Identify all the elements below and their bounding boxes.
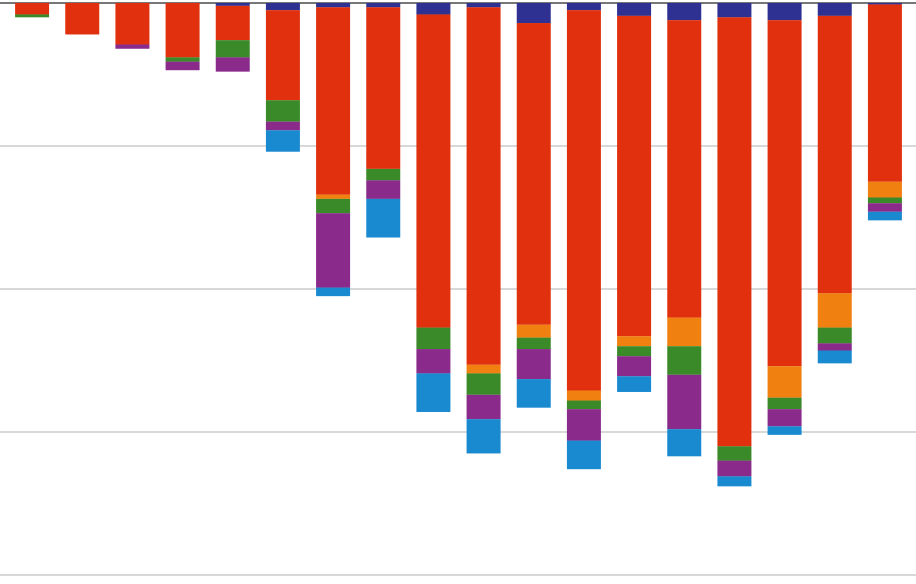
bar-segment: [566, 409, 601, 441]
bar-segment: [767, 397, 802, 410]
bar-segment: [115, 3, 150, 45]
bar-segment: [265, 10, 300, 101]
bar-segment: [366, 7, 401, 169]
bar-segment: [717, 446, 752, 461]
bar-segment: [466, 419, 501, 454]
bar-segment: [416, 349, 451, 374]
bar-segment: [767, 3, 802, 21]
bar-segment: [466, 3, 501, 8]
bar-segment: [466, 373, 501, 395]
bar-segment: [265, 121, 300, 131]
bar-segment: [416, 327, 451, 350]
bar-segment: [466, 364, 501, 374]
bar-segment: [416, 3, 451, 15]
bar-segment: [767, 20, 802, 367]
bar-segment: [215, 5, 250, 41]
bar-segment: [667, 346, 702, 375]
bar-segment: [566, 390, 601, 401]
bar-segment: [366, 168, 401, 181]
bar-segment: [667, 429, 702, 457]
bar-segment: [215, 40, 250, 58]
bar-segment: [767, 426, 802, 435]
bar-segment: [416, 14, 451, 328]
bar-segment: [867, 197, 902, 204]
bar-segment: [617, 376, 652, 392]
bar-segment: [817, 350, 852, 364]
bar-segment: [817, 15, 852, 294]
bar-segment: [265, 130, 300, 152]
bar-segment: [215, 57, 250, 72]
bar-segment: [667, 374, 702, 430]
bar-segment: [516, 324, 551, 338]
bar-segment: [516, 3, 551, 24]
bar-segment: [817, 327, 852, 344]
bar-segment: [767, 366, 802, 398]
bar-segment: [867, 211, 902, 221]
bar-segment: [15, 3, 50, 15]
bar-segment: [165, 61, 200, 71]
bar-segment: [516, 349, 551, 380]
bar-segment: [717, 460, 752, 477]
bar-segment: [416, 373, 451, 412]
bar-segment: [466, 7, 501, 365]
bar-segment: [366, 180, 401, 199]
bar-segment: [867, 3, 902, 5]
bar-segment: [115, 44, 150, 49]
bar-segment: [617, 3, 652, 16]
bar-segment: [316, 213, 351, 288]
bar-segment: [566, 3, 601, 11]
bar-segment: [316, 287, 351, 297]
bar-segment: [566, 10, 601, 391]
bar-segment: [316, 198, 351, 214]
bar-segment: [717, 476, 752, 487]
bar-segment: [667, 317, 702, 347]
bar-segment: [817, 3, 852, 16]
bar-segment: [566, 400, 601, 410]
bar-segment: [817, 343, 852, 351]
bar-segment: [316, 194, 351, 199]
bar-segment: [316, 7, 351, 195]
bar-segment: [566, 440, 601, 470]
bar-segment: [867, 181, 902, 198]
bar-segment: [867, 203, 902, 212]
bar-segment: [165, 3, 200, 58]
bar-segment: [717, 3, 752, 18]
bar-segment: [265, 3, 300, 11]
bar-segment: [265, 100, 300, 122]
bar-segment: [316, 3, 351, 8]
bar-segment: [617, 346, 652, 357]
bar-segment: [717, 17, 752, 447]
bar-segment: [15, 14, 50, 18]
bar-segment: [617, 336, 652, 347]
bar-segment: [466, 394, 501, 420]
bar-segment: [767, 409, 802, 427]
bar-segment: [366, 198, 401, 238]
bar-segment: [667, 3, 702, 21]
bar-segment: [215, 3, 250, 6]
bar-segment: [366, 3, 401, 8]
bar-segment: [617, 15, 652, 337]
bar-segment: [516, 379, 551, 408]
bar-segment: [617, 356, 652, 377]
bar-segment: [867, 4, 902, 182]
bar-segment: [65, 3, 100, 35]
bar-segment: [667, 20, 702, 318]
bar-segment: [516, 23, 551, 325]
bar-segment: [516, 337, 551, 350]
bar-segment: [817, 293, 852, 328]
bar-segment: [165, 57, 200, 62]
